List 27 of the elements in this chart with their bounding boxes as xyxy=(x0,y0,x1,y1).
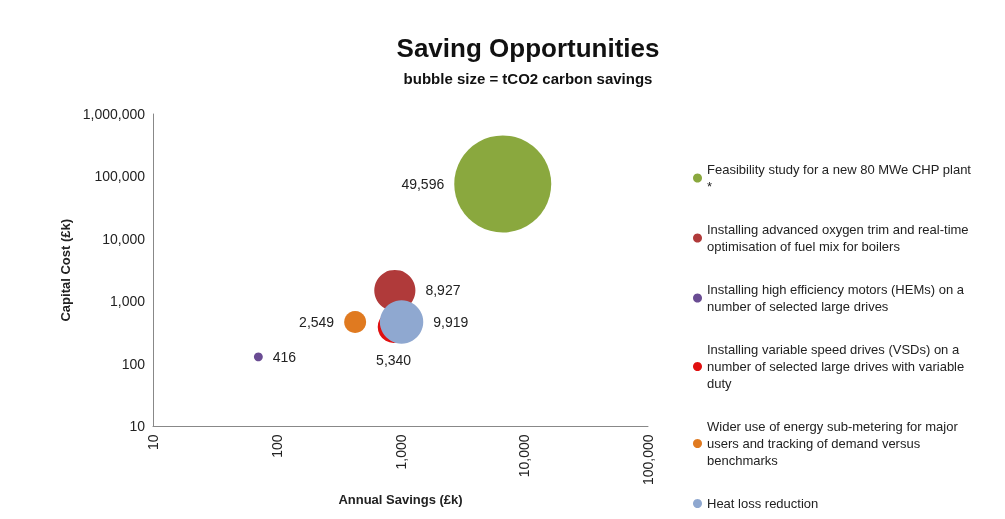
x-tick-label: 100 xyxy=(268,434,285,458)
x-tick-label: 10 xyxy=(145,434,161,451)
x-tick-label: 1,000 xyxy=(392,434,409,470)
legend-label: Wider use of energy sub-metering for major users and tracking of demand versus benchmarks xyxy=(707,419,962,468)
data-label: 416 xyxy=(272,348,297,365)
x-tick-label: 100,000 xyxy=(640,434,656,486)
legend-label: Installing high efficiency motors (HEMs) on a number of selected large drives xyxy=(707,282,968,314)
y-tick-label: 1,000,000 xyxy=(82,106,146,122)
y-tick-label: 10 xyxy=(129,418,146,435)
y-tick-label: 10,000 xyxy=(102,231,146,247)
y-tick-label: 100,000 xyxy=(94,168,146,185)
y-tick-label: 100 xyxy=(121,355,146,372)
chart-title: Saving Opportunities xyxy=(396,33,660,63)
chart-subtitle: bubble size = tCO2 carbon savings xyxy=(403,70,653,87)
legend-label: Installing variable speed drives (VSDs) on a number of selected large drives with variable duty xyxy=(707,342,968,391)
legend-label: Feasibility study for a new 80 MWe CHP plant * xyxy=(707,162,975,194)
data-label: 2,549 xyxy=(299,313,335,330)
data-label: 49,596 xyxy=(401,175,445,192)
legend-label: Installing advanced oxygen trim and real-time optimisation of fuel mix for boilers xyxy=(707,222,973,254)
data-label: 9,919 xyxy=(433,313,469,330)
y-axis-title: Capital Cost (£k) xyxy=(57,218,73,322)
x-tick-label: 10,000 xyxy=(516,434,533,478)
y-tick-label: 1,000 xyxy=(109,293,146,310)
data-label: 8,927 xyxy=(425,282,461,299)
legend-label: Heat loss reduction xyxy=(707,496,819,511)
data-label: 5,340 xyxy=(376,351,412,368)
x-axis-title: Annual Savings (£k) xyxy=(338,492,463,507)
